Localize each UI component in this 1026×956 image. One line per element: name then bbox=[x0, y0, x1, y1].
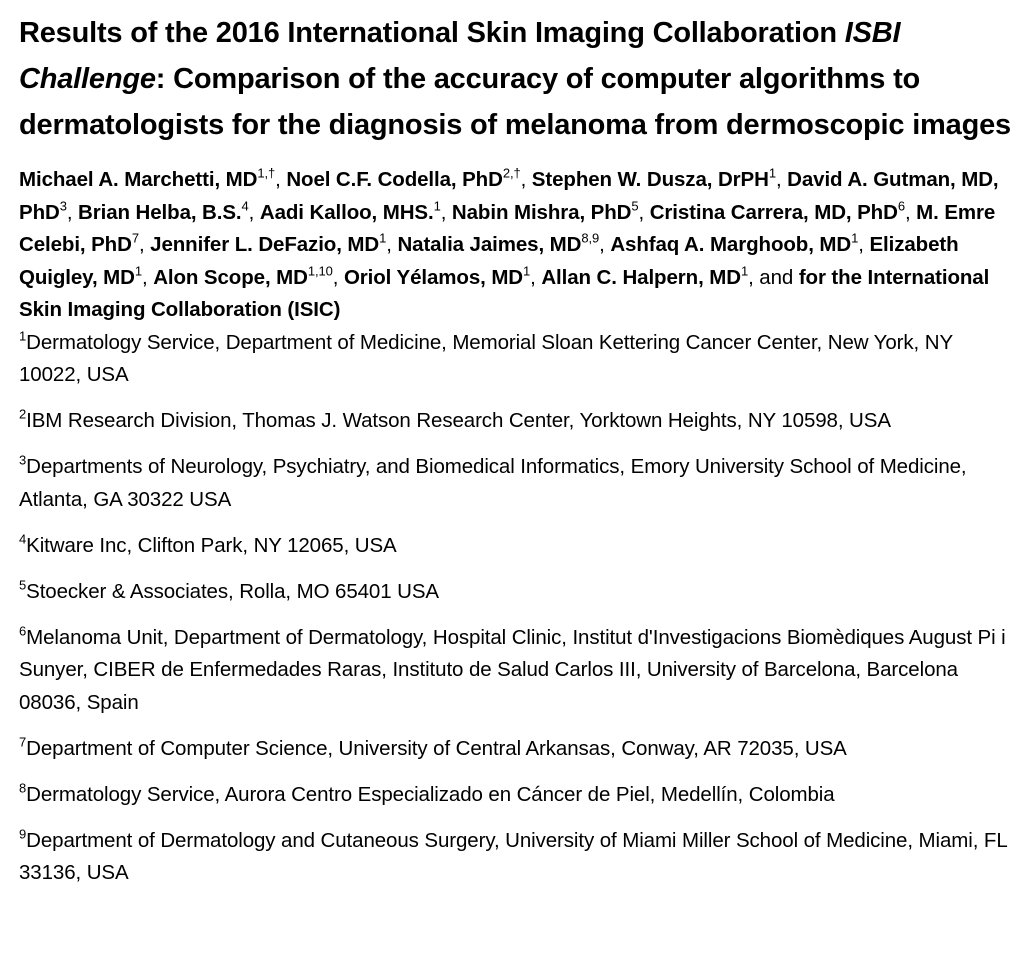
paper-page: Results of the 2016 International Skin I… bbox=[19, 10, 1019, 903]
affiliation: 7Department of Computer Science, Univers… bbox=[19, 734, 847, 760]
authors-and: and bbox=[759, 265, 794, 289]
title-part-2: : Comparison of the accuracy of computer… bbox=[19, 63, 1011, 141]
author: Alon Scope, MD1,10 bbox=[153, 263, 333, 289]
author: Elizabeth Quigley, MD1 bbox=[19, 233, 959, 289]
author: Noel C.F. Codella, PhD2,† bbox=[286, 165, 521, 191]
affiliation: 8Dermatology Service, Aurora Centro Espe… bbox=[19, 780, 835, 806]
author: David A. Gutman, MD, PhD3 bbox=[19, 168, 999, 224]
affiliation-list: 1Dermatology Service, Department of Medi… bbox=[19, 327, 1019, 890]
affiliation: 4Kitware Inc, Clifton Park, NY 12065, US… bbox=[19, 531, 397, 557]
title-italic-challenge: ISBI Challenge bbox=[19, 17, 901, 95]
author: Allan C. Halpern, MD1 bbox=[541, 263, 749, 289]
author: Stephen W. Dusza, DrPH1 bbox=[531, 165, 776, 191]
affiliation: 5Stoecker & Associates, Rolla, MO 65401 … bbox=[19, 577, 439, 603]
author: Nabin Mishra, PhD5 bbox=[451, 198, 639, 224]
author-list: Michael A. Marchetti, MD1,†, Noel C.F. C… bbox=[19, 165, 999, 322]
author: Oriol Yélamos, MD1 bbox=[343, 263, 531, 289]
author: Brian Helba, B.S.4 bbox=[78, 198, 249, 224]
author: Aadi Kalloo, MHS.1 bbox=[259, 198, 441, 224]
author: Natalia Jaimes, MD8,9 bbox=[397, 230, 600, 256]
affiliation: 9Department of Dermatology and Cutaneous… bbox=[19, 826, 1007, 884]
affiliation: 1Dermatology Service, Department of Medi… bbox=[19, 328, 953, 386]
title-part-1: Results of the 2016 International Skin I… bbox=[19, 17, 845, 49]
author: Cristina Carrera, MD, PhD6 bbox=[649, 198, 905, 224]
author: Michael A. Marchetti, MD1,† bbox=[19, 165, 276, 191]
author: Ashfaq A. Marghoob, MD1 bbox=[610, 230, 859, 256]
affiliation: 6Melanoma Unit, Department of Dermatolog… bbox=[19, 623, 1006, 714]
author: M. Emre Celebi, PhD7 bbox=[19, 200, 996, 257]
group-author: for the International Skin Imaging Colla… bbox=[19, 265, 990, 322]
paper-title: Results of the 2016 International Skin I… bbox=[19, 10, 1019, 148]
affiliation: 3Departments of Neurology, Psychiatry, a… bbox=[19, 452, 967, 511]
author: Jennifer L. DeFazio, MD1 bbox=[150, 230, 387, 256]
affiliation: 2IBM Research Division, Thomas J. Watson… bbox=[19, 406, 891, 432]
